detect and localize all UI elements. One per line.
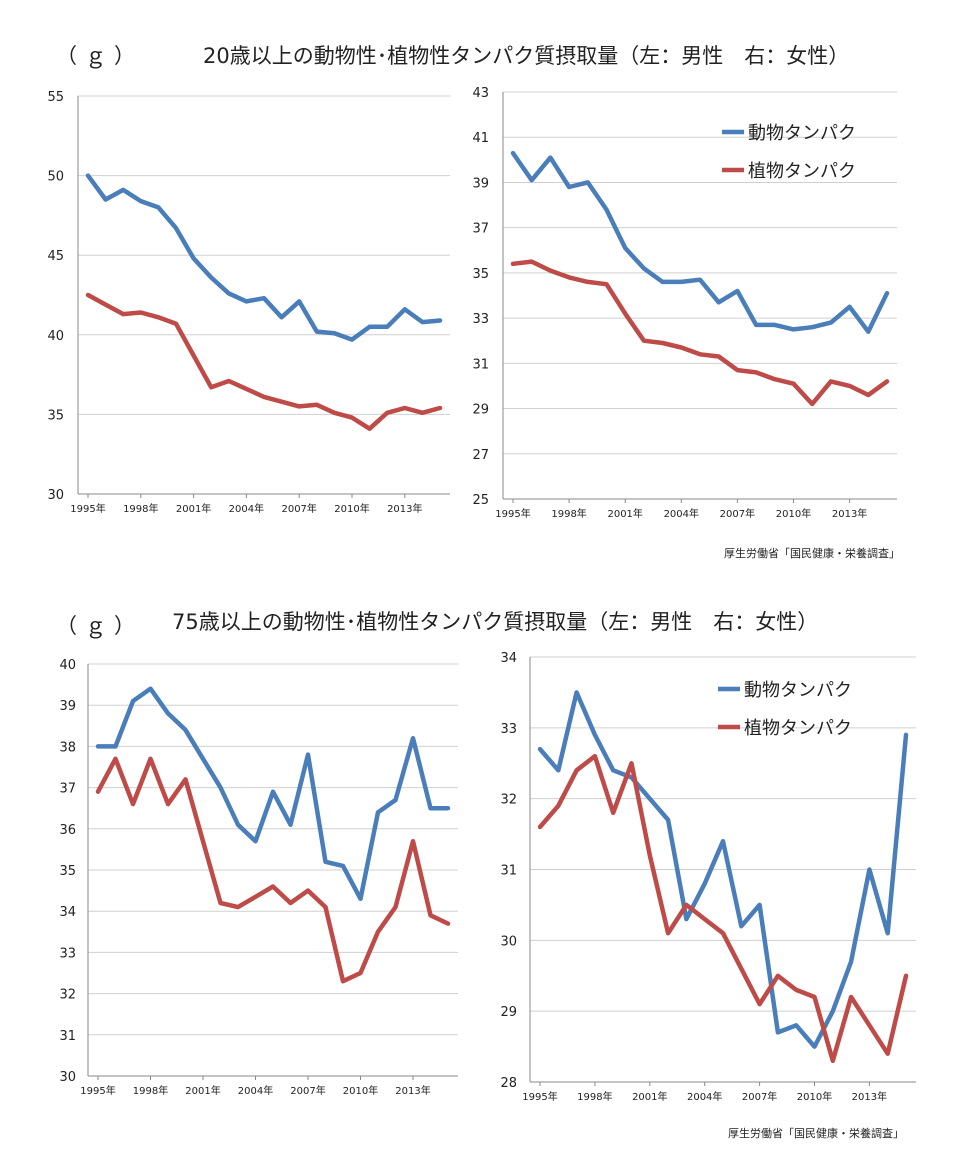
x-tick-label: 2010年 xyxy=(797,1090,832,1103)
x-tick-label: 1995年 xyxy=(522,1090,557,1103)
x-tick-label: 2004年 xyxy=(687,1090,722,1103)
y-tick-label: 30 xyxy=(59,1070,76,1085)
line-chart-4: 28 29 30 31 32 33 34 1995年 1998年 2001年 2004年 2007年 2… xyxy=(500,651,916,1103)
y-tick-label: 28 xyxy=(500,1076,517,1091)
y-tick-label: 50 xyxy=(47,170,64,185)
y-tick-label: 41 xyxy=(472,131,489,146)
x-tick-label: 1998年 xyxy=(123,502,158,515)
x-tick-label: 2007年 xyxy=(281,502,316,515)
y-tick-label: 38 xyxy=(59,740,76,755)
y-tick-label: 29 xyxy=(472,403,489,418)
x-tick-label: 1998年 xyxy=(551,507,586,520)
x-tick-label: 2004年 xyxy=(664,507,699,520)
x-tick-label: 2007年 xyxy=(290,1084,325,1097)
series-line-plant xyxy=(85,292,443,431)
x-tick-label: 2001年 xyxy=(176,502,211,515)
source-label: 厚生労働省「国民健康・栄養調査」 xyxy=(724,547,900,560)
y-tick-label: 34 xyxy=(500,651,517,666)
y-tick-label: 37 xyxy=(59,782,76,797)
y-tick-label: 30 xyxy=(500,934,517,949)
unit-label: （ｇ） xyxy=(56,44,143,68)
y-tick-label: 35 xyxy=(472,267,489,282)
panel-20plus: （ｇ） 20歳以上の動物性･植物性タンパク質摂取量（左：男性 右：女性） 厚生労… xyxy=(0,0,980,575)
source-label: 厚生労働省「国民健康・栄養調査」 xyxy=(728,1127,904,1140)
panel-title: 20歳以上の動物性･植物性タンパク質摂取量（左：男性 右：女性） xyxy=(203,44,850,68)
x-tick-label: 1995年 xyxy=(80,1084,115,1097)
series-line-animal xyxy=(95,686,451,902)
y-tick-label: 31 xyxy=(500,864,517,879)
series-line-plant xyxy=(537,753,909,1064)
line-chart-1: 30 35 40 45 50 55 1995年 1998年 2001年 2004年 2007年 201… xyxy=(47,90,450,515)
x-tick-label: 2007年 xyxy=(720,507,755,520)
series-line-animal xyxy=(85,173,443,342)
y-tick-label: 32 xyxy=(500,793,517,808)
x-tick-label: 2010年 xyxy=(343,1084,378,1097)
y-tick-label: 55 xyxy=(47,90,64,105)
x-tick-label: 2004年 xyxy=(238,1084,273,1097)
legend-label: 植物タンパク xyxy=(744,718,852,739)
x-tick-label: 2010年 xyxy=(334,502,369,515)
y-tick-label: 40 xyxy=(47,329,64,344)
panel-title: 75歳以上の動物性･植物性タンパク質摂取量（左：男性 右：女性） xyxy=(172,610,819,634)
legend-label: 動物タンパク xyxy=(748,123,856,144)
y-tick-label: 30 xyxy=(47,488,64,503)
y-tick-label: 29 xyxy=(500,1005,517,1020)
y-tick-label: 34 xyxy=(59,905,76,920)
y-tick-label: 25 xyxy=(472,493,489,508)
y-tick-label: 33 xyxy=(472,312,489,327)
y-tick-label: 32 xyxy=(59,988,76,1003)
y-tick-label: 36 xyxy=(59,823,76,838)
x-tick-label: 2010年 xyxy=(776,507,811,520)
y-tick-label: 35 xyxy=(59,864,76,879)
line-chart-2: 25 27 29 31 33 35 37 39 41 43 1995年 1998年 2001年 2004年… xyxy=(472,86,897,520)
x-tick-label: 1998年 xyxy=(577,1090,612,1103)
y-tick-label: 39 xyxy=(59,699,76,714)
x-tick-label: 2013年 xyxy=(852,1090,887,1103)
x-tick-label: 1995年 xyxy=(70,502,105,515)
x-tick-label: 2013年 xyxy=(387,502,422,515)
y-tick-label: 31 xyxy=(472,357,489,372)
legend-label: 動物タンパク xyxy=(744,680,852,701)
y-tick-label: 35 xyxy=(47,408,64,423)
x-tick-label: 2004年 xyxy=(229,502,264,515)
y-tick-label: 31 xyxy=(59,1029,76,1044)
x-tick-label: 1995年 xyxy=(495,507,530,520)
x-tick-label: 2007年 xyxy=(742,1090,777,1103)
legend-label: 植物タンパク xyxy=(748,161,856,182)
x-tick-label: 2001年 xyxy=(185,1084,220,1097)
y-tick-label: 43 xyxy=(472,86,489,101)
y-tick-label: 37 xyxy=(472,222,489,237)
x-tick-label: 2013年 xyxy=(395,1084,430,1097)
x-tick-label: 2001年 xyxy=(607,507,642,520)
y-tick-label: 33 xyxy=(59,946,76,961)
x-tick-label: 1998年 xyxy=(133,1084,168,1097)
y-tick-label: 33 xyxy=(500,722,517,737)
panel-75plus: （ｇ） 75歳以上の動物性･植物性タンパク質摂取量（左：男性 右：女性） 厚生労… xyxy=(0,576,980,1153)
unit-label: （ｇ） xyxy=(56,614,143,638)
y-tick-label: 27 xyxy=(472,448,489,463)
y-tick-label: 39 xyxy=(472,176,489,191)
x-tick-label: 2013年 xyxy=(832,507,867,520)
x-tick-label: 2001年 xyxy=(632,1090,667,1103)
y-tick-label: 45 xyxy=(47,249,64,264)
line-chart-3: 30 31 32 33 34 35 36 37 38 39 40 1995年 1998年 2001年 200… xyxy=(59,658,458,1097)
y-tick-label: 40 xyxy=(59,658,76,673)
